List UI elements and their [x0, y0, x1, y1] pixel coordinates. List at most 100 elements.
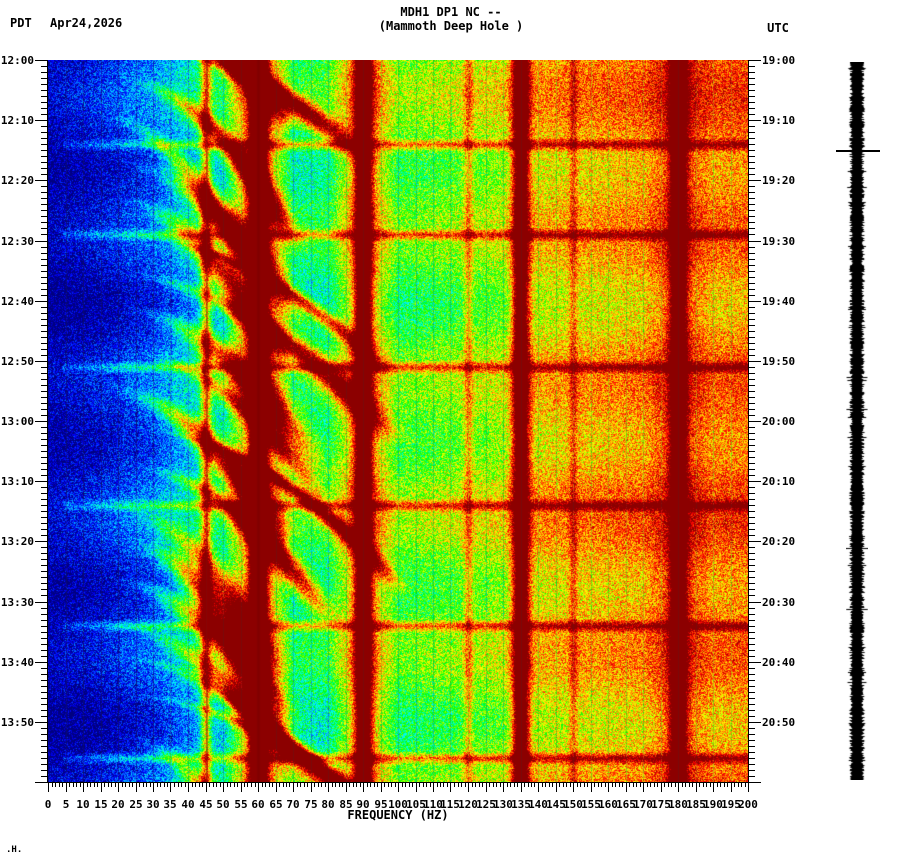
time-tick-minor [748, 638, 755, 639]
freq-tick-minor [55, 782, 56, 787]
freq-tick-minor [437, 782, 438, 787]
time-tick-minor [41, 295, 48, 296]
time-tick-minor [748, 686, 755, 687]
time-tick-major [748, 120, 761, 121]
time-tick-minor [748, 277, 755, 278]
freq-tick-major [258, 782, 259, 792]
time-tick-minor [748, 204, 755, 205]
freq-tick-label: 175 [651, 798, 671, 811]
freq-tick-minor [458, 782, 459, 787]
time-tick-minor [41, 72, 48, 73]
station-subtitle: (Mammoth Deep Hole ) [378, 19, 524, 33]
time-tick-minor [41, 565, 48, 566]
freq-tick-label: 55 [234, 798, 248, 811]
freq-tick-label: 10 [76, 798, 90, 811]
time-tick-major [748, 361, 761, 362]
time-tick-minor [748, 734, 755, 735]
freq-tick-minor [395, 782, 396, 787]
time-tick-minor [41, 577, 48, 578]
time-tick-major [35, 541, 48, 542]
time-tick-minor [748, 469, 755, 470]
time-tick-major [748, 421, 761, 422]
freq-tick-minor [587, 782, 588, 787]
time-tick-minor [41, 108, 48, 109]
freq-tick-minor [335, 782, 336, 787]
freq-tick-minor [374, 782, 375, 787]
freq-tick-minor [262, 782, 263, 787]
freq-tick-minor [230, 782, 231, 787]
time-tick-minor [748, 150, 755, 151]
freq-tick-minor [668, 782, 669, 787]
time-tick-minor [748, 529, 755, 530]
freq-tick-label: 135 [511, 798, 531, 811]
freq-tick-minor [692, 782, 693, 787]
freq-tick-minor [90, 782, 91, 787]
freq-tick-major [713, 782, 714, 792]
freq-tick-minor [507, 782, 508, 787]
freq-tick-minor [108, 782, 109, 787]
freq-tick-major [346, 782, 347, 792]
time-tick-minor [41, 758, 48, 759]
time-tick-minor [748, 565, 755, 566]
freq-tick-major [573, 782, 574, 792]
time-tick-minor [41, 144, 48, 145]
time-tick-major [748, 662, 761, 663]
time-tick-minor [41, 84, 48, 85]
time-tick-minor [41, 385, 48, 386]
time-tick-minor [748, 463, 755, 464]
freq-tick-label: 115 [440, 798, 460, 811]
time-tick-minor [748, 66, 755, 67]
time-tick-minor [41, 355, 48, 356]
freq-tick-minor [146, 782, 147, 787]
freq-tick-minor [650, 782, 651, 787]
time-tick-minor [41, 319, 48, 320]
time-tick-minor [748, 367, 755, 368]
time-tick-minor [748, 620, 755, 621]
freq-tick-minor [370, 782, 371, 787]
time-tick-minor [41, 710, 48, 711]
freq-tick-minor [612, 782, 613, 787]
freq-tick-minor [510, 782, 511, 787]
freq-tick-major [696, 782, 697, 792]
time-tick-minor [41, 403, 48, 404]
time-tick-minor [41, 511, 48, 512]
freq-tick-minor [699, 782, 700, 787]
time-tick-minor [748, 90, 755, 91]
freq-tick-major [731, 782, 732, 792]
freq-tick-minor [286, 782, 287, 787]
corner-artifact: .H. [6, 845, 23, 855]
time-tick-minor [748, 698, 755, 699]
time-tick-minor [41, 283, 48, 284]
time-tick-minor [748, 283, 755, 284]
time-tick-label: 13:50 [0, 716, 34, 729]
time-tick-minor [41, 253, 48, 254]
freq-tick-minor [689, 782, 690, 787]
freq-tick-minor [675, 782, 676, 787]
freq-tick-minor [388, 782, 389, 787]
time-tick-minor [748, 535, 755, 536]
time-tick-minor [41, 439, 48, 440]
time-tick-major [35, 602, 48, 603]
freq-tick-minor [640, 782, 641, 787]
time-tick-minor [41, 391, 48, 392]
freq-tick-label: 95 [374, 798, 388, 811]
time-tick-minor [748, 475, 755, 476]
time-tick-minor [748, 626, 755, 627]
freq-tick-minor [192, 782, 193, 787]
freq-tick-minor [59, 782, 60, 787]
freq-tick-minor [304, 782, 305, 787]
freq-tick-minor [636, 782, 637, 787]
time-tick-minor [748, 228, 755, 229]
time-tick-minor [41, 373, 48, 374]
time-tick-minor [41, 427, 48, 428]
time-tick-minor [41, 734, 48, 735]
time-tick-minor [748, 577, 755, 578]
time-tick-minor [41, 126, 48, 127]
time-tick-minor [748, 692, 755, 693]
freq-tick-minor [349, 782, 350, 787]
freq-tick-minor [244, 782, 245, 787]
time-tick-minor [748, 114, 755, 115]
freq-tick-major [363, 782, 364, 792]
freq-tick-minor [545, 782, 546, 787]
time-tick-minor [748, 511, 755, 512]
